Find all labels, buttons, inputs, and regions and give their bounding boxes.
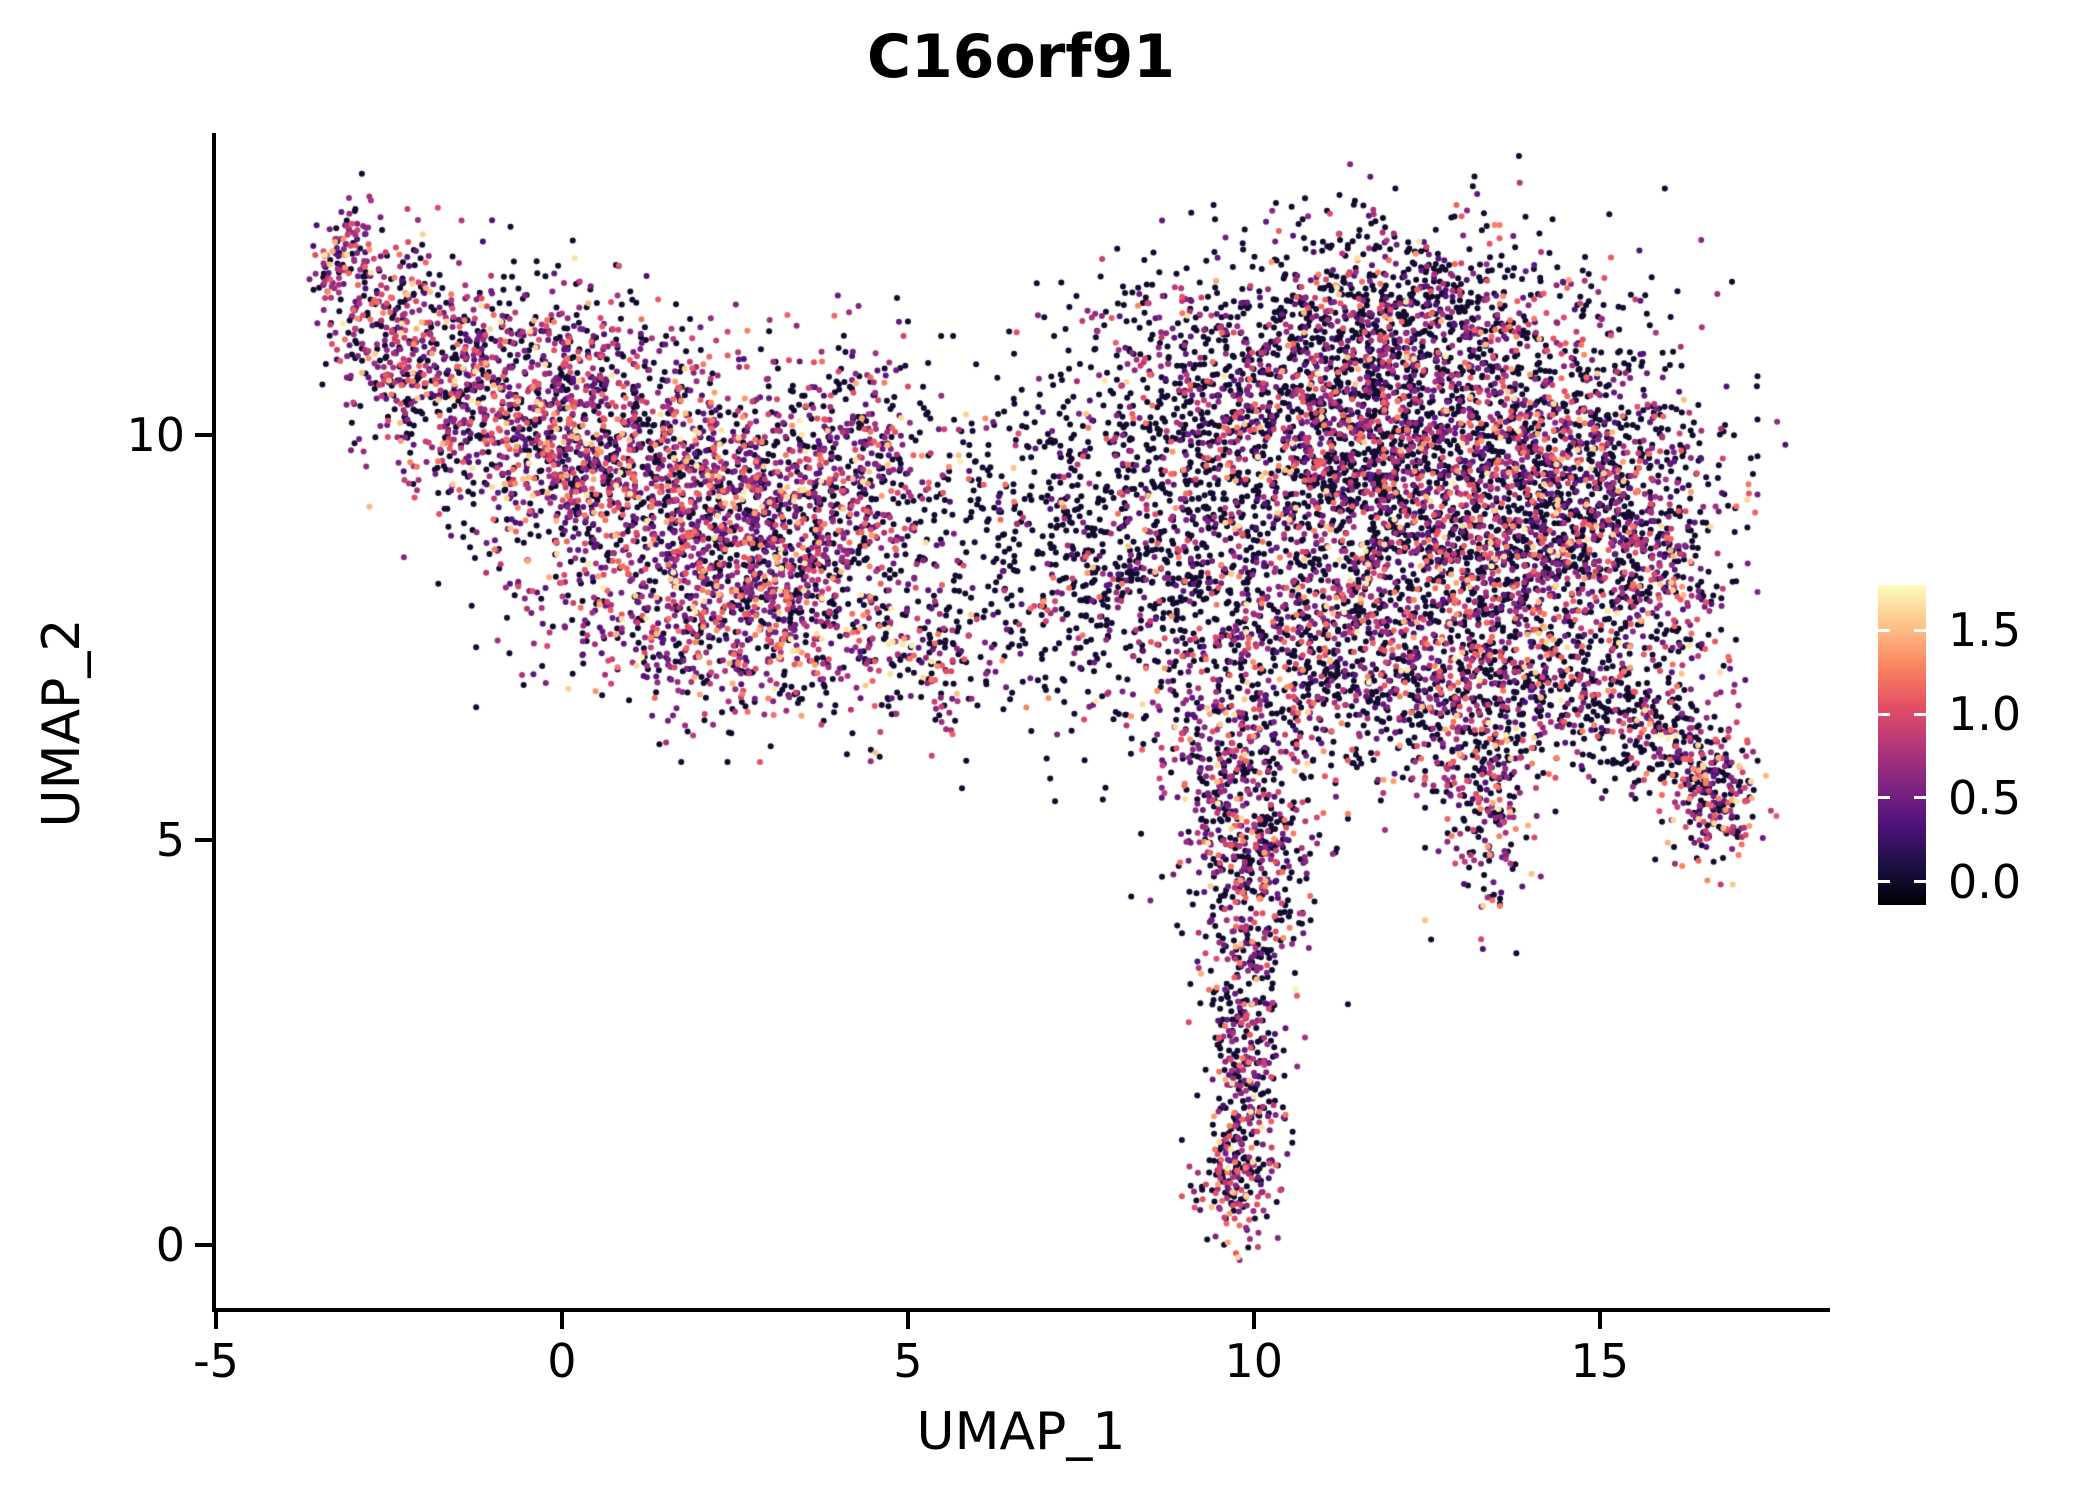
x-tick-label: 15 <box>1570 1334 1630 1388</box>
x-axis-title: UMAP_1 <box>916 1402 1126 1462</box>
x-tick-mark <box>214 1312 218 1329</box>
y-axis-line <box>212 133 216 1312</box>
x-tick-label: 0 <box>547 1334 577 1388</box>
y-tick-mark <box>195 432 212 437</box>
y-tick-mark <box>195 837 212 842</box>
y-tick-label: 5 <box>155 812 185 867</box>
scatter-points-canvas <box>216 135 1826 1308</box>
colorbar-tick-mark <box>1878 880 1890 884</box>
x-tick-label: 5 <box>893 1334 923 1388</box>
y-tick-label: 10 <box>126 407 185 462</box>
x-tick-label: -5 <box>193 1334 239 1388</box>
colorbar-gradient <box>1878 585 1926 905</box>
chart-title: C16orf91 <box>867 22 1175 92</box>
y-tick-mark <box>195 1242 212 1247</box>
x-tick-mark <box>905 1312 910 1329</box>
colorbar-tick-label: 1.5 <box>1948 603 2022 658</box>
x-tick-mark <box>1251 1312 1256 1329</box>
colorbar-tick-mark <box>1914 712 1926 716</box>
colorbar-tick-label: 0.5 <box>1948 770 2022 825</box>
x-tick-mark <box>559 1312 564 1329</box>
x-tick-mark <box>1597 1312 1602 1329</box>
x-axis-line <box>212 1308 1830 1312</box>
colorbar-tick-mark <box>1914 796 1926 800</box>
colorbar-tick-mark <box>1878 712 1890 716</box>
colorbar-tick-mark <box>1914 880 1926 884</box>
colorbar-tick-mark <box>1878 796 1890 800</box>
colorbar-tick-mark <box>1914 628 1926 632</box>
y-tick-label: 0 <box>155 1217 185 1272</box>
colorbar-tick-label: 1.0 <box>1948 687 2022 741</box>
colorbar-tick-mark <box>1878 628 1890 632</box>
x-tick-label: 10 <box>1224 1334 1284 1388</box>
colorbar-tick-label: 0.0 <box>1948 854 2022 909</box>
